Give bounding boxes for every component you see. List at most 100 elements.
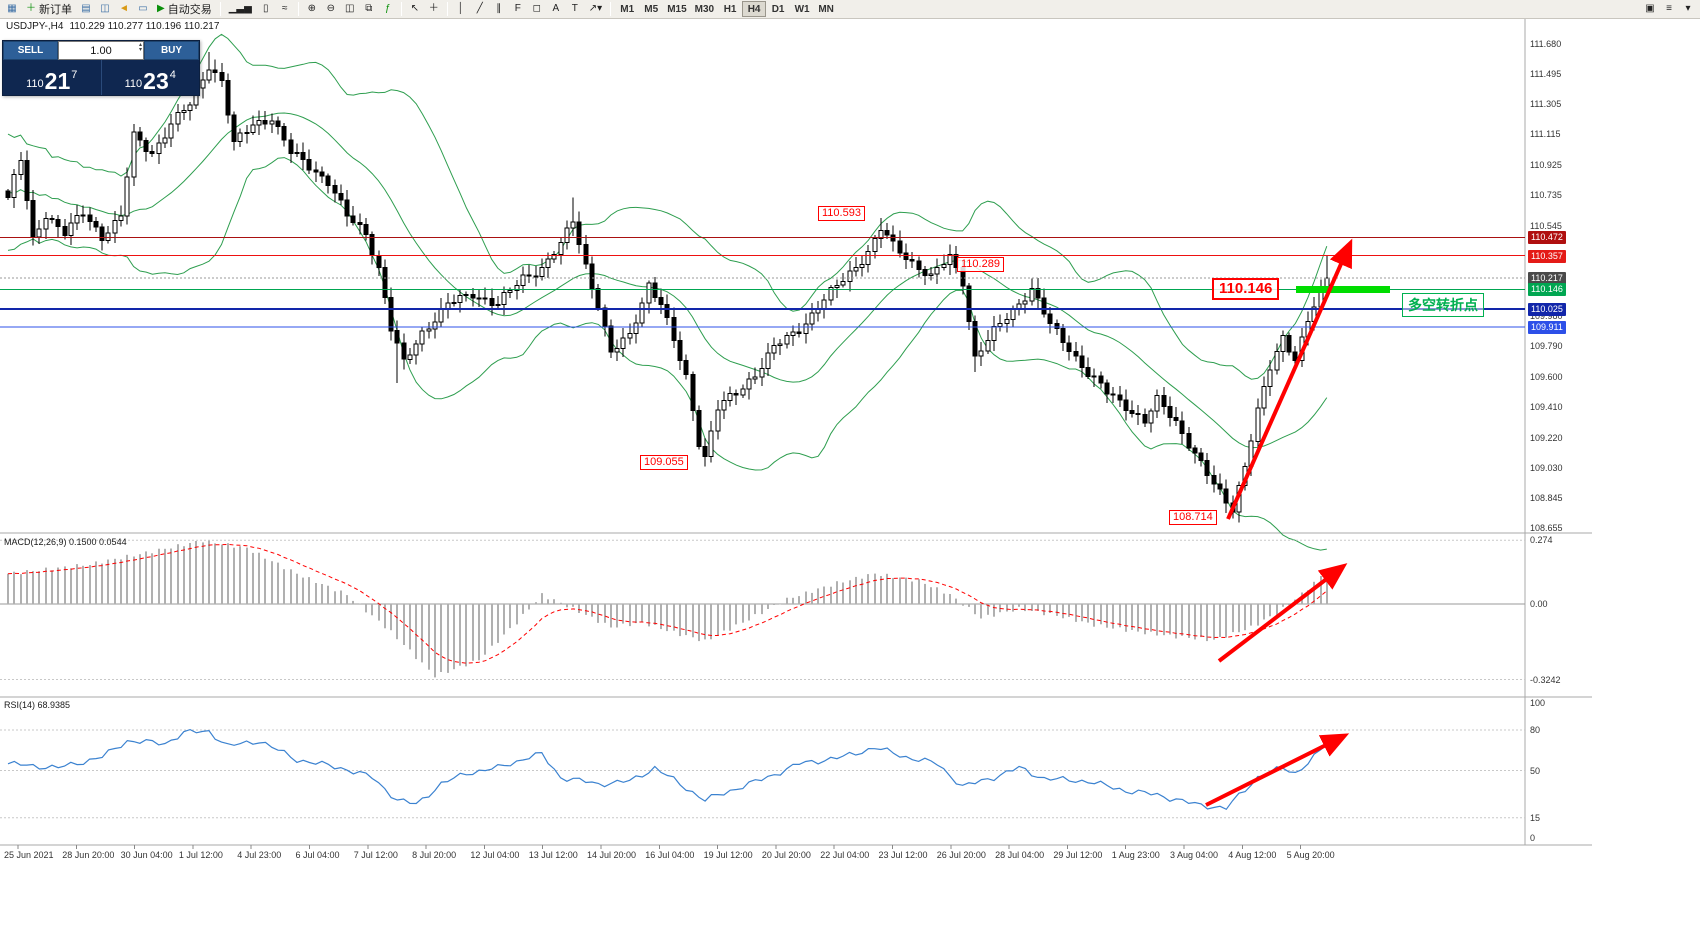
bar-chart-button[interactable]: ▁▃▅: [225, 1, 256, 18]
indicators-button[interactable]: ƒ: [379, 1, 397, 18]
indicators-icon: ƒ: [385, 3, 391, 14]
time-axis-label: 5 Aug 20:00: [1286, 850, 1335, 860]
chart-menu-button[interactable]: ≡: [1660, 1, 1678, 18]
price-tag-110.025: 110.025: [1528, 302, 1566, 316]
timeframe-d1-button[interactable]: D1: [766, 1, 790, 17]
zoom-in-button[interactable]: ⊕: [303, 1, 321, 18]
autotrading-label: 自动交易: [167, 4, 212, 16]
buy-price-pips: 23: [143, 68, 169, 94]
timeframe-m1-button[interactable]: M1: [615, 1, 639, 17]
order-prices-row: 110 21 7 110 23 4: [3, 60, 199, 95]
trend-arrow-3: [1205, 733, 1350, 807]
price-axis-label: 111.495: [1530, 68, 1562, 79]
price-axis-label: 111.305: [1530, 99, 1562, 109]
time-axis-label: 6 Jul 04:00: [295, 850, 340, 860]
shapes-button[interactable]: ◻: [528, 1, 546, 18]
volume-input[interactable]: 1.00 ▴ ▾: [58, 41, 144, 60]
rsi-axis-label: 100: [1530, 698, 1546, 708]
new-order-button[interactable]: ＋新订单: [22, 1, 76, 18]
buy-price[interactable]: 110 23 4: [102, 60, 200, 95]
chart-shift-button[interactable]: ▣: [1641, 1, 1659, 18]
sell-button[interactable]: SELL: [3, 41, 58, 60]
zoom-out-icon: ⊖: [326, 3, 335, 14]
chart-ohlc-title: USDJPY-,H4 110.229 110.277 110.196 110.21…: [6, 21, 219, 32]
spinner-down-icon[interactable]: ▾: [138, 47, 142, 53]
market-watch-button[interactable]: ▤: [77, 1, 95, 18]
price-axis-label: 108.655: [1530, 523, 1563, 533]
navigator-button[interactable]: ◫: [96, 1, 114, 18]
rsi-indicator-label: RSI(14) 68.9385: [4, 700, 71, 710]
trendline-button[interactable]: ╱: [471, 1, 489, 18]
price-annotation-110.146[interactable]: 110.146: [1212, 278, 1280, 300]
label-icon: T: [571, 3, 578, 14]
timeframe-m30-button[interactable]: M30: [691, 1, 718, 17]
text-button[interactable]: A: [547, 1, 565, 18]
time-axis-label: 1 Jul 12:00: [178, 850, 223, 860]
buy-button[interactable]: BUY: [144, 41, 199, 60]
rsi-axis-label: 50: [1530, 765, 1541, 776]
fibonacci-button[interactable]: F: [509, 1, 527, 18]
order-controls-row: SELL 1.00 ▴ ▾ BUY: [3, 41, 199, 60]
time-axis-label: 4 Jul 23:00: [237, 850, 282, 860]
arrows-button[interactable]: ↗▾: [585, 1, 606, 18]
vertical-line-button[interactable]: │: [452, 1, 470, 18]
price-annotation-109.055[interactable]: 109.055: [640, 455, 688, 470]
zoom-out-button[interactable]: ⊖: [322, 1, 340, 18]
time-axis-label: 28 Jun 20:00: [62, 850, 115, 860]
tile-windows-button[interactable]: ◫: [341, 1, 359, 18]
chart-window-icon: ▦: [7, 3, 17, 14]
chart-window-button[interactable]: ▦: [3, 1, 21, 18]
terminal-button[interactable]: ▭: [134, 1, 152, 18]
time-axis-label: 1 Aug 23:00: [1111, 850, 1160, 860]
volume-value: 1.00: [90, 44, 112, 57]
timeframe-mn-button[interactable]: MN: [814, 1, 838, 17]
price-tag-109.911: 109.911: [1528, 321, 1566, 335]
timeframe-w1-button[interactable]: W1: [790, 1, 814, 17]
price-tag-110.217: 110.217: [1528, 272, 1566, 286]
timeframe-h1-button[interactable]: H1: [718, 1, 742, 17]
cascade-windows-button[interactable]: ⧉: [360, 1, 378, 18]
price-axis[interactable]: 111.680 111.495 111.305 111.115 110.925 110.7…: [1528, 0, 1592, 938]
price-annotation-108.714[interactable]: 108.714: [1169, 510, 1217, 525]
time-axis-label: 8 Jul 20:00: [412, 850, 457, 860]
navigator-icon: ◫: [100, 3, 110, 14]
turning-point-annotation[interactable]: 多空转折点: [1402, 293, 1484, 317]
price-axis-label: 110.545: [1530, 220, 1562, 231]
time-axis[interactable]: 25 Jun 2021 28 Jun 20:00 30 Jun 04:00 1 Jul…: [0, 850, 1528, 864]
price-axis-label: 109.030: [1530, 463, 1563, 473]
sell-price[interactable]: 110 21 7: [3, 60, 102, 95]
alerts-button[interactable]: ◄: [115, 1, 133, 18]
main-toolbar: ▦ ＋新订单 ▤ ◫ ◄ ▭ ▶ 自动交易 ▁▃▅ ▯ ≈ ⊕ ⊖ ◫ ⧉ ƒ ↖ ＋ │ ╱ ∥ F ◻ A T ↗▾ M1 M5 M…: [0, 0, 1700, 19]
price-annotation-110.289[interactable]: 110.289: [957, 257, 1004, 272]
trend-arrows[interactable]: [1205, 238, 1353, 807]
sell-price-prefix: 110: [26, 78, 44, 90]
toolbar-separator: [219, 2, 221, 16]
candle-chart-button[interactable]: ▯: [257, 1, 275, 18]
more-tools-button[interactable]: ▾: [1679, 1, 1697, 18]
time-axis-label: 16 Jul 04:00: [645, 850, 695, 860]
price-annotation-110.593[interactable]: 110.593: [818, 206, 865, 221]
rsi-panel: [0, 728, 1525, 819]
label-button[interactable]: T: [566, 1, 584, 18]
horizontal-level-lines[interactable]: [0, 236, 1525, 328]
timeframe-m15-button[interactable]: M15: [663, 1, 690, 17]
time-axis-label: 3 Aug 04:00: [1170, 850, 1219, 860]
cursor-button[interactable]: ↖: [406, 1, 424, 18]
line-chart-button[interactable]: ≈: [276, 1, 294, 18]
timeframe-h4-button[interactable]: H4: [742, 1, 767, 17]
sell-price-point: 7: [71, 69, 78, 81]
crosshair-button[interactable]: ＋: [425, 1, 443, 18]
line-chart-icon: ≈: [282, 3, 288, 14]
one-click-trading-panel: SELL 1.00 ▴ ▾ BUY 110 21 7 110 23 4: [2, 40, 200, 96]
time-axis-label: 7 Jul 12:00: [353, 850, 398, 860]
spinner-up-icon[interactable]: ▴: [138, 42, 142, 48]
trendline-icon: ╱: [476, 3, 483, 14]
volume-spinner[interactable]: ▴ ▾: [138, 42, 142, 53]
time-axis-label: 12 Jul 04:00: [470, 850, 520, 860]
autotrading-button[interactable]: ▶ 自动交易: [153, 1, 216, 18]
time-axis-label: 23 Jul 12:00: [878, 850, 928, 860]
channel-button[interactable]: ∥: [490, 1, 508, 18]
timeframe-m5-button[interactable]: M5: [639, 1, 663, 17]
toolbar-separator: [400, 2, 402, 16]
